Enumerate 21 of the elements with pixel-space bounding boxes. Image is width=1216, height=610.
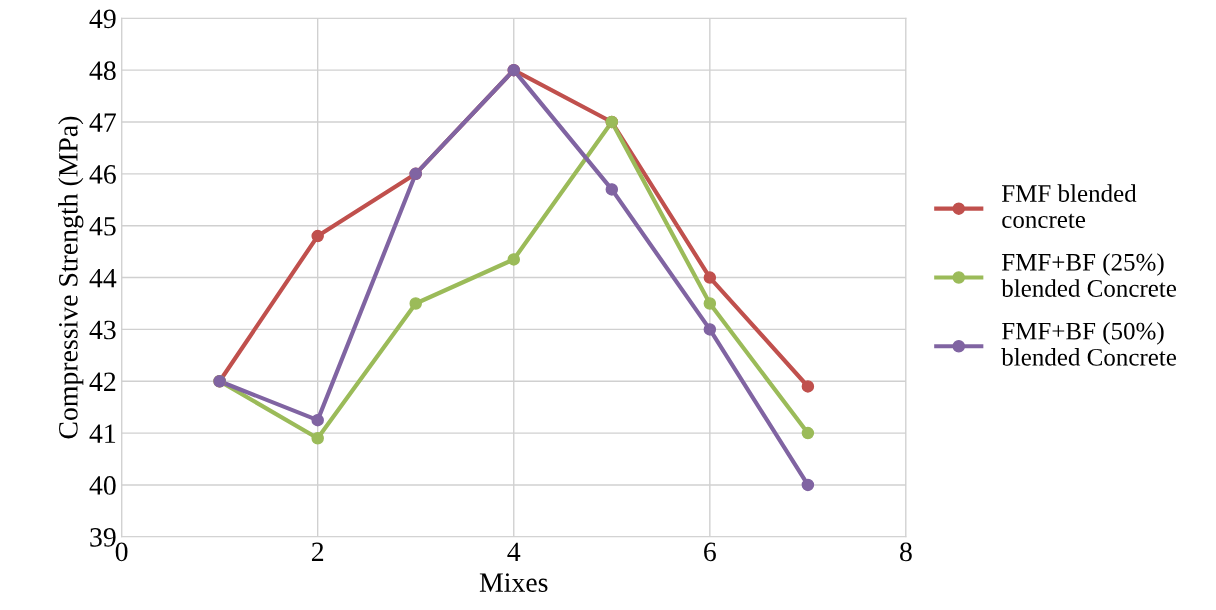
y-tick-label: 41 bbox=[89, 424, 116, 443]
y-tick-label: 47 bbox=[89, 113, 116, 132]
y-tick-label: 43 bbox=[89, 320, 116, 340]
y-tick-label: 49 bbox=[89, 9, 116, 29]
x-tick-label: 4 bbox=[507, 542, 521, 561]
x-tick-label: 6 bbox=[704, 542, 716, 562]
legend-label: FMF blended concrete bbox=[1001, 184, 1137, 229]
y-tick-label: 42 bbox=[89, 372, 116, 391]
y-tick-label: 46 bbox=[89, 165, 116, 184]
legend-label: FMF+BF (50%) blended Concrete bbox=[1001, 321, 1177, 366]
y-tick-label: 39 bbox=[90, 528, 116, 547]
legend-label: FMF+BF (25%) blended Concrete bbox=[1001, 253, 1177, 297]
y-tick-label: 44 bbox=[89, 268, 117, 288]
y-axis-title: Compressive Strength (MPa) bbox=[58, 116, 84, 439]
x-tick-label: 2 bbox=[311, 542, 324, 561]
x-axis-title: Mixes bbox=[479, 573, 548, 592]
y-tick-label: 40 bbox=[89, 476, 116, 495]
y-tick-label: 48 bbox=[89, 61, 116, 81]
y-tick-label: 45 bbox=[89, 217, 116, 236]
x-tick-label: 8 bbox=[900, 542, 912, 562]
x-tick-label: 0 bbox=[115, 542, 128, 562]
